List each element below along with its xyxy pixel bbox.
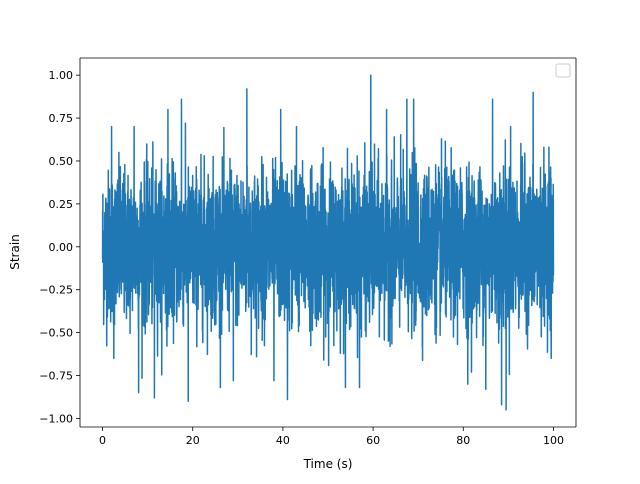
y-tick-label: −0.50: [39, 327, 73, 340]
y-tick-label: 0.00: [49, 241, 74, 254]
y-tick-label: −0.75: [39, 370, 73, 383]
x-tick-label: 40: [276, 434, 290, 447]
x-tick-label: 20: [186, 434, 200, 447]
x-tick-label: 80: [456, 434, 470, 447]
y-tick-label: 0.25: [49, 198, 74, 211]
x-axis-label: Time (s): [303, 457, 353, 471]
y-tick-label: −0.25: [39, 284, 73, 297]
y-tick-label: 0.75: [49, 112, 74, 125]
y-tick-label: −1.00: [39, 412, 73, 425]
series-line: [101, 74, 555, 411]
legend-box: [555, 63, 571, 78]
y-tick-label: 0.50: [49, 155, 74, 168]
y-tick-label: 1.00: [49, 69, 74, 82]
x-tick-label: 0: [99, 434, 106, 447]
y-axis-label: Strain: [8, 234, 22, 270]
x-tick-label: 100: [543, 434, 564, 447]
x-tick-label: 60: [366, 434, 380, 447]
